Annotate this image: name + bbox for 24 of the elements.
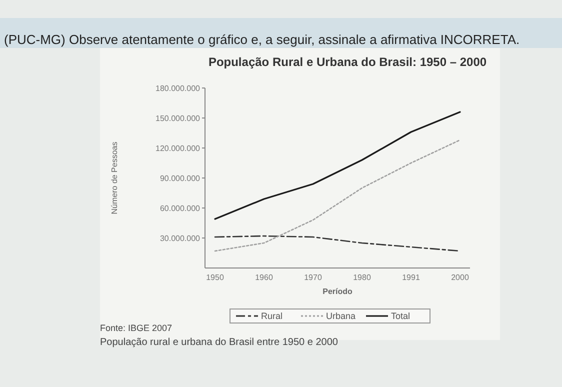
- source-note: Fonte: IBGE 2007: [100, 323, 172, 333]
- text: (PUC-MG) Observe atentamente o gráfico e, a seguir, assinale a afirmativa INCORRETA.: [4, 32, 520, 47]
- y-tick-label: 120.000.000: [156, 144, 201, 153]
- x-axis-title: Período: [322, 287, 353, 296]
- y-tick-label: 180.000.000: [156, 84, 201, 93]
- text: População rural e urbana do Brasil entre 1950 e 2000: [100, 337, 338, 348]
- legend-label: Total: [391, 311, 410, 321]
- y-tick-label: 90.000.000: [160, 174, 201, 183]
- x-tick-label: 1950: [206, 273, 224, 282]
- chart-title: População Rural e Urbana do Brasil: 1950 – 2000: [208, 55, 487, 69]
- line-series: [214, 235, 461, 252]
- legend-label: Urbana: [326, 311, 356, 321]
- x-tick-label: 1980: [353, 273, 372, 282]
- line-series: [214, 139, 461, 252]
- line-series: [214, 111, 461, 220]
- x-tick-label: 1991: [402, 273, 420, 282]
- x-tick-label: 2000: [451, 273, 470, 282]
- y-tick-label: 30.000.000: [160, 234, 201, 243]
- x-tick-label: 1970: [304, 273, 322, 282]
- legend-label: Rural: [261, 311, 283, 321]
- y-tick-label: 150.000.000: [156, 114, 201, 123]
- y-tick-label: 60.000.000: [160, 204, 201, 213]
- y-axis-title: Número de Pessoas: [110, 142, 119, 214]
- x-tick-label: 1960: [255, 273, 274, 282]
